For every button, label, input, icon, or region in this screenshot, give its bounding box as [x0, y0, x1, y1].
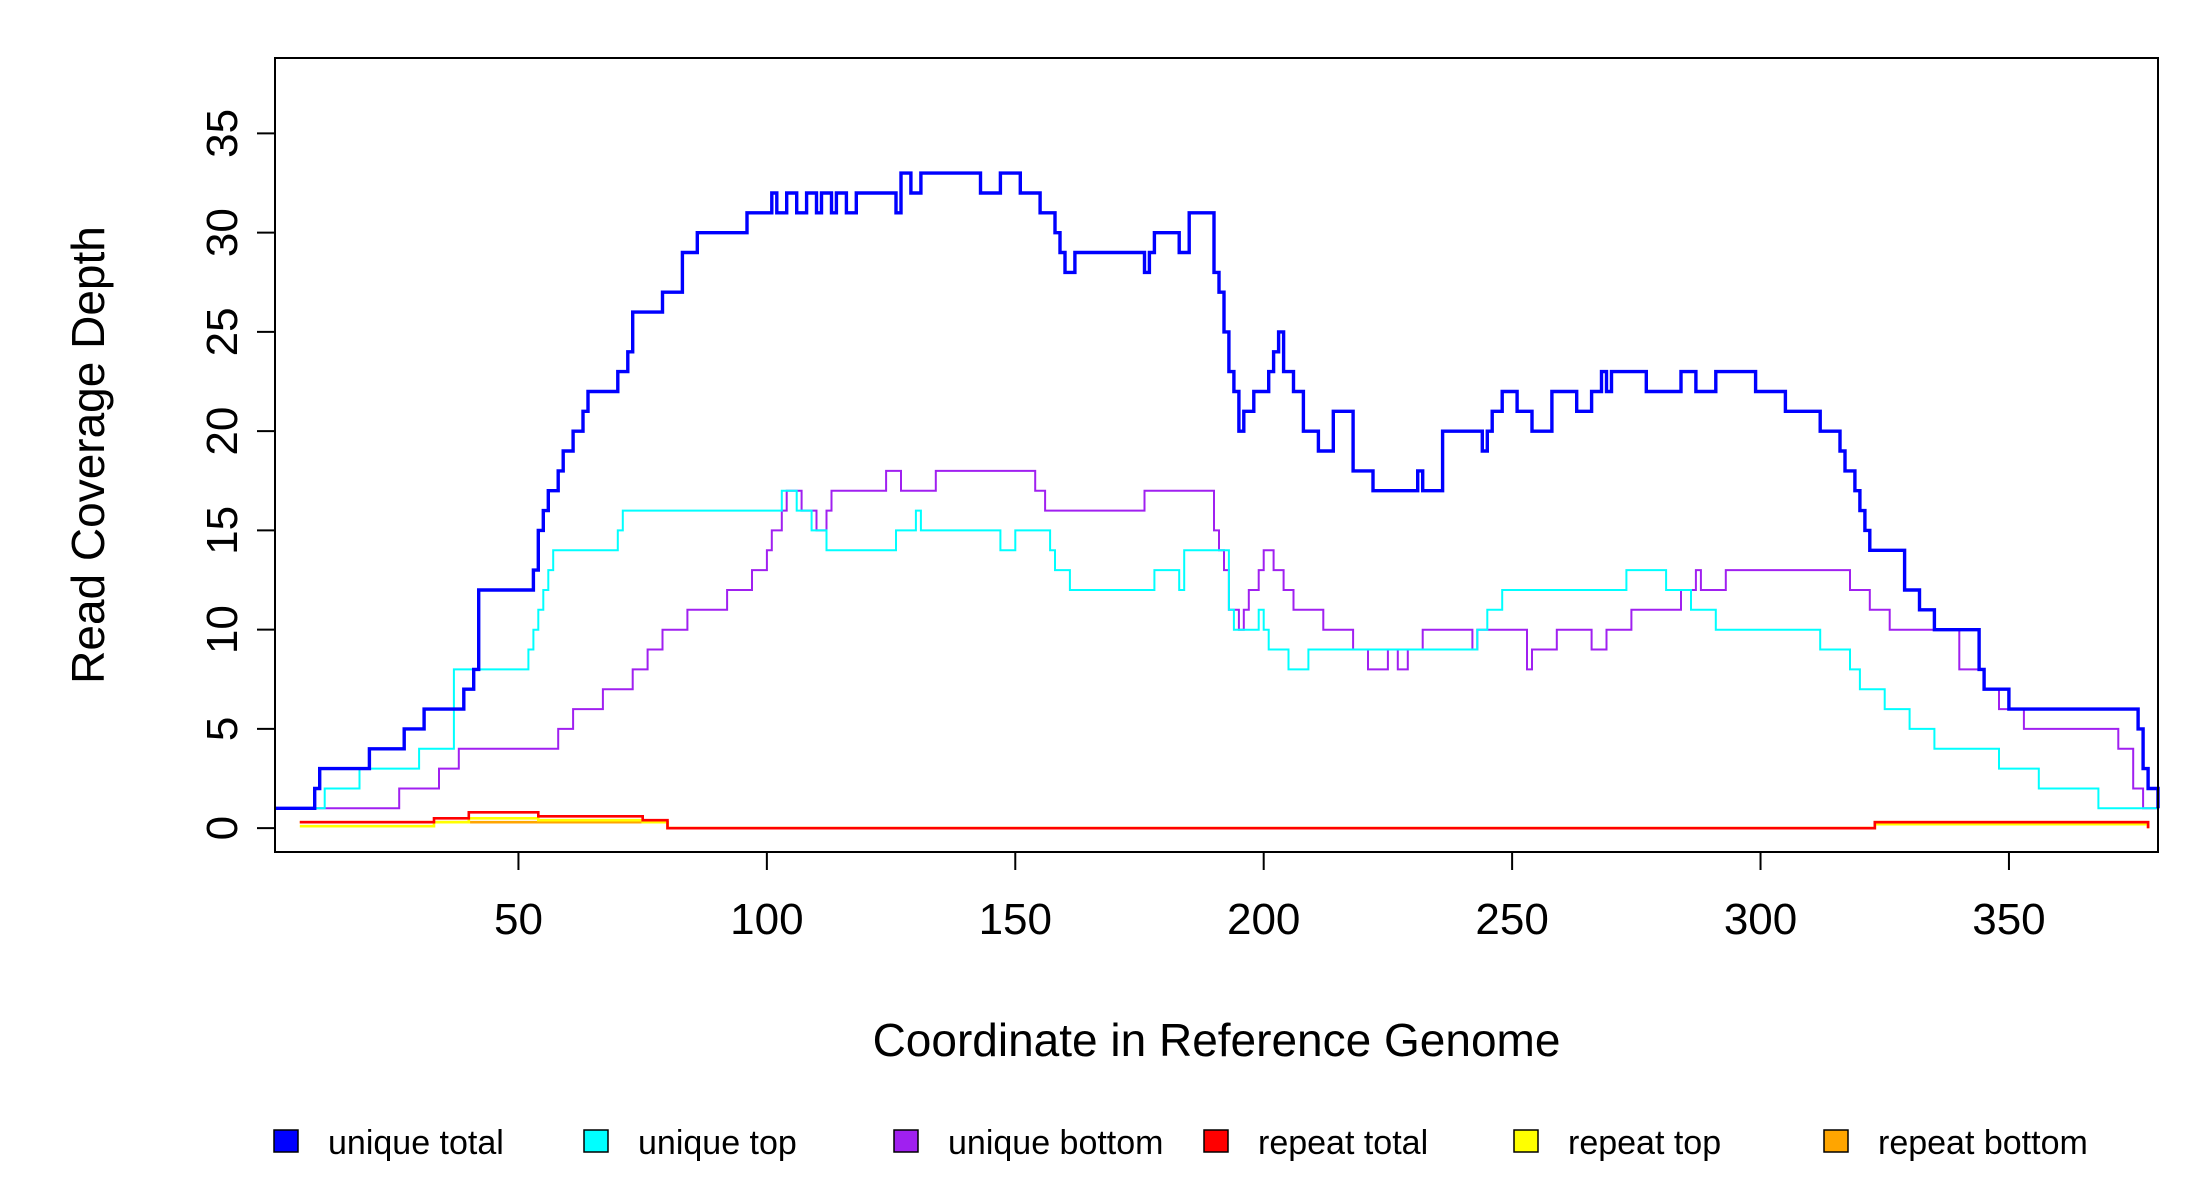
x-tick-label: 150 — [979, 895, 1052, 944]
x-axis: 50 100 150 200 250 300 350 — [494, 851, 2046, 944]
plot-frame — [274, 57, 2159, 853]
y-tick-label: 20 — [198, 407, 247, 456]
legend-swatch — [1823, 1129, 1849, 1153]
series-line-repeat-total — [299, 811, 2150, 830]
series-line-unique-top — [275, 489, 2158, 810]
series-layer — [275, 171, 2160, 830]
y-tick-label: 35 — [198, 109, 247, 158]
y-tick-label: 25 — [198, 307, 247, 356]
series-line-unique-total — [275, 171, 2160, 810]
legend-swatch — [893, 1129, 919, 1153]
legend-label: repeat total — [1258, 1124, 1428, 1162]
y-tick-label: 30 — [198, 208, 247, 257]
y-tick-label: 5 — [198, 717, 247, 741]
y-tick-label: 15 — [198, 506, 247, 555]
x-tick-label: 200 — [1227, 895, 1300, 944]
x-tick-label: 250 — [1475, 895, 1548, 944]
y-tick-label: 10 — [198, 605, 247, 654]
y-axis: 0 5 10 15 20 25 30 35 — [198, 109, 276, 840]
legend-label: unique total — [328, 1124, 504, 1162]
x-tick-label: 50 — [494, 895, 543, 944]
legend-label: unique top — [638, 1124, 797, 1162]
legend-label: repeat bottom — [1878, 1124, 2088, 1162]
legend-swatch — [1513, 1129, 1539, 1153]
legend-label: unique bottom — [948, 1124, 1164, 1162]
legend-swatch — [273, 1129, 299, 1153]
legend-label: repeat top — [1568, 1124, 1721, 1162]
legend-swatch — [1203, 1129, 1229, 1153]
x-tick-label: 100 — [730, 895, 803, 944]
series-line-unique-bottom — [275, 469, 2158, 810]
legend: unique total unique top unique bottom repea… — [273, 1124, 2088, 1162]
x-tick-label: 300 — [1724, 895, 1797, 944]
legend-swatch — [583, 1129, 609, 1153]
x-axis-title: Coordinate in Reference Genome — [873, 1014, 1561, 1066]
y-tick-label: 0 — [198, 816, 247, 840]
y-axis-title: Read Coverage Depth — [62, 226, 114, 684]
x-tick-label: 350 — [1972, 895, 2045, 944]
